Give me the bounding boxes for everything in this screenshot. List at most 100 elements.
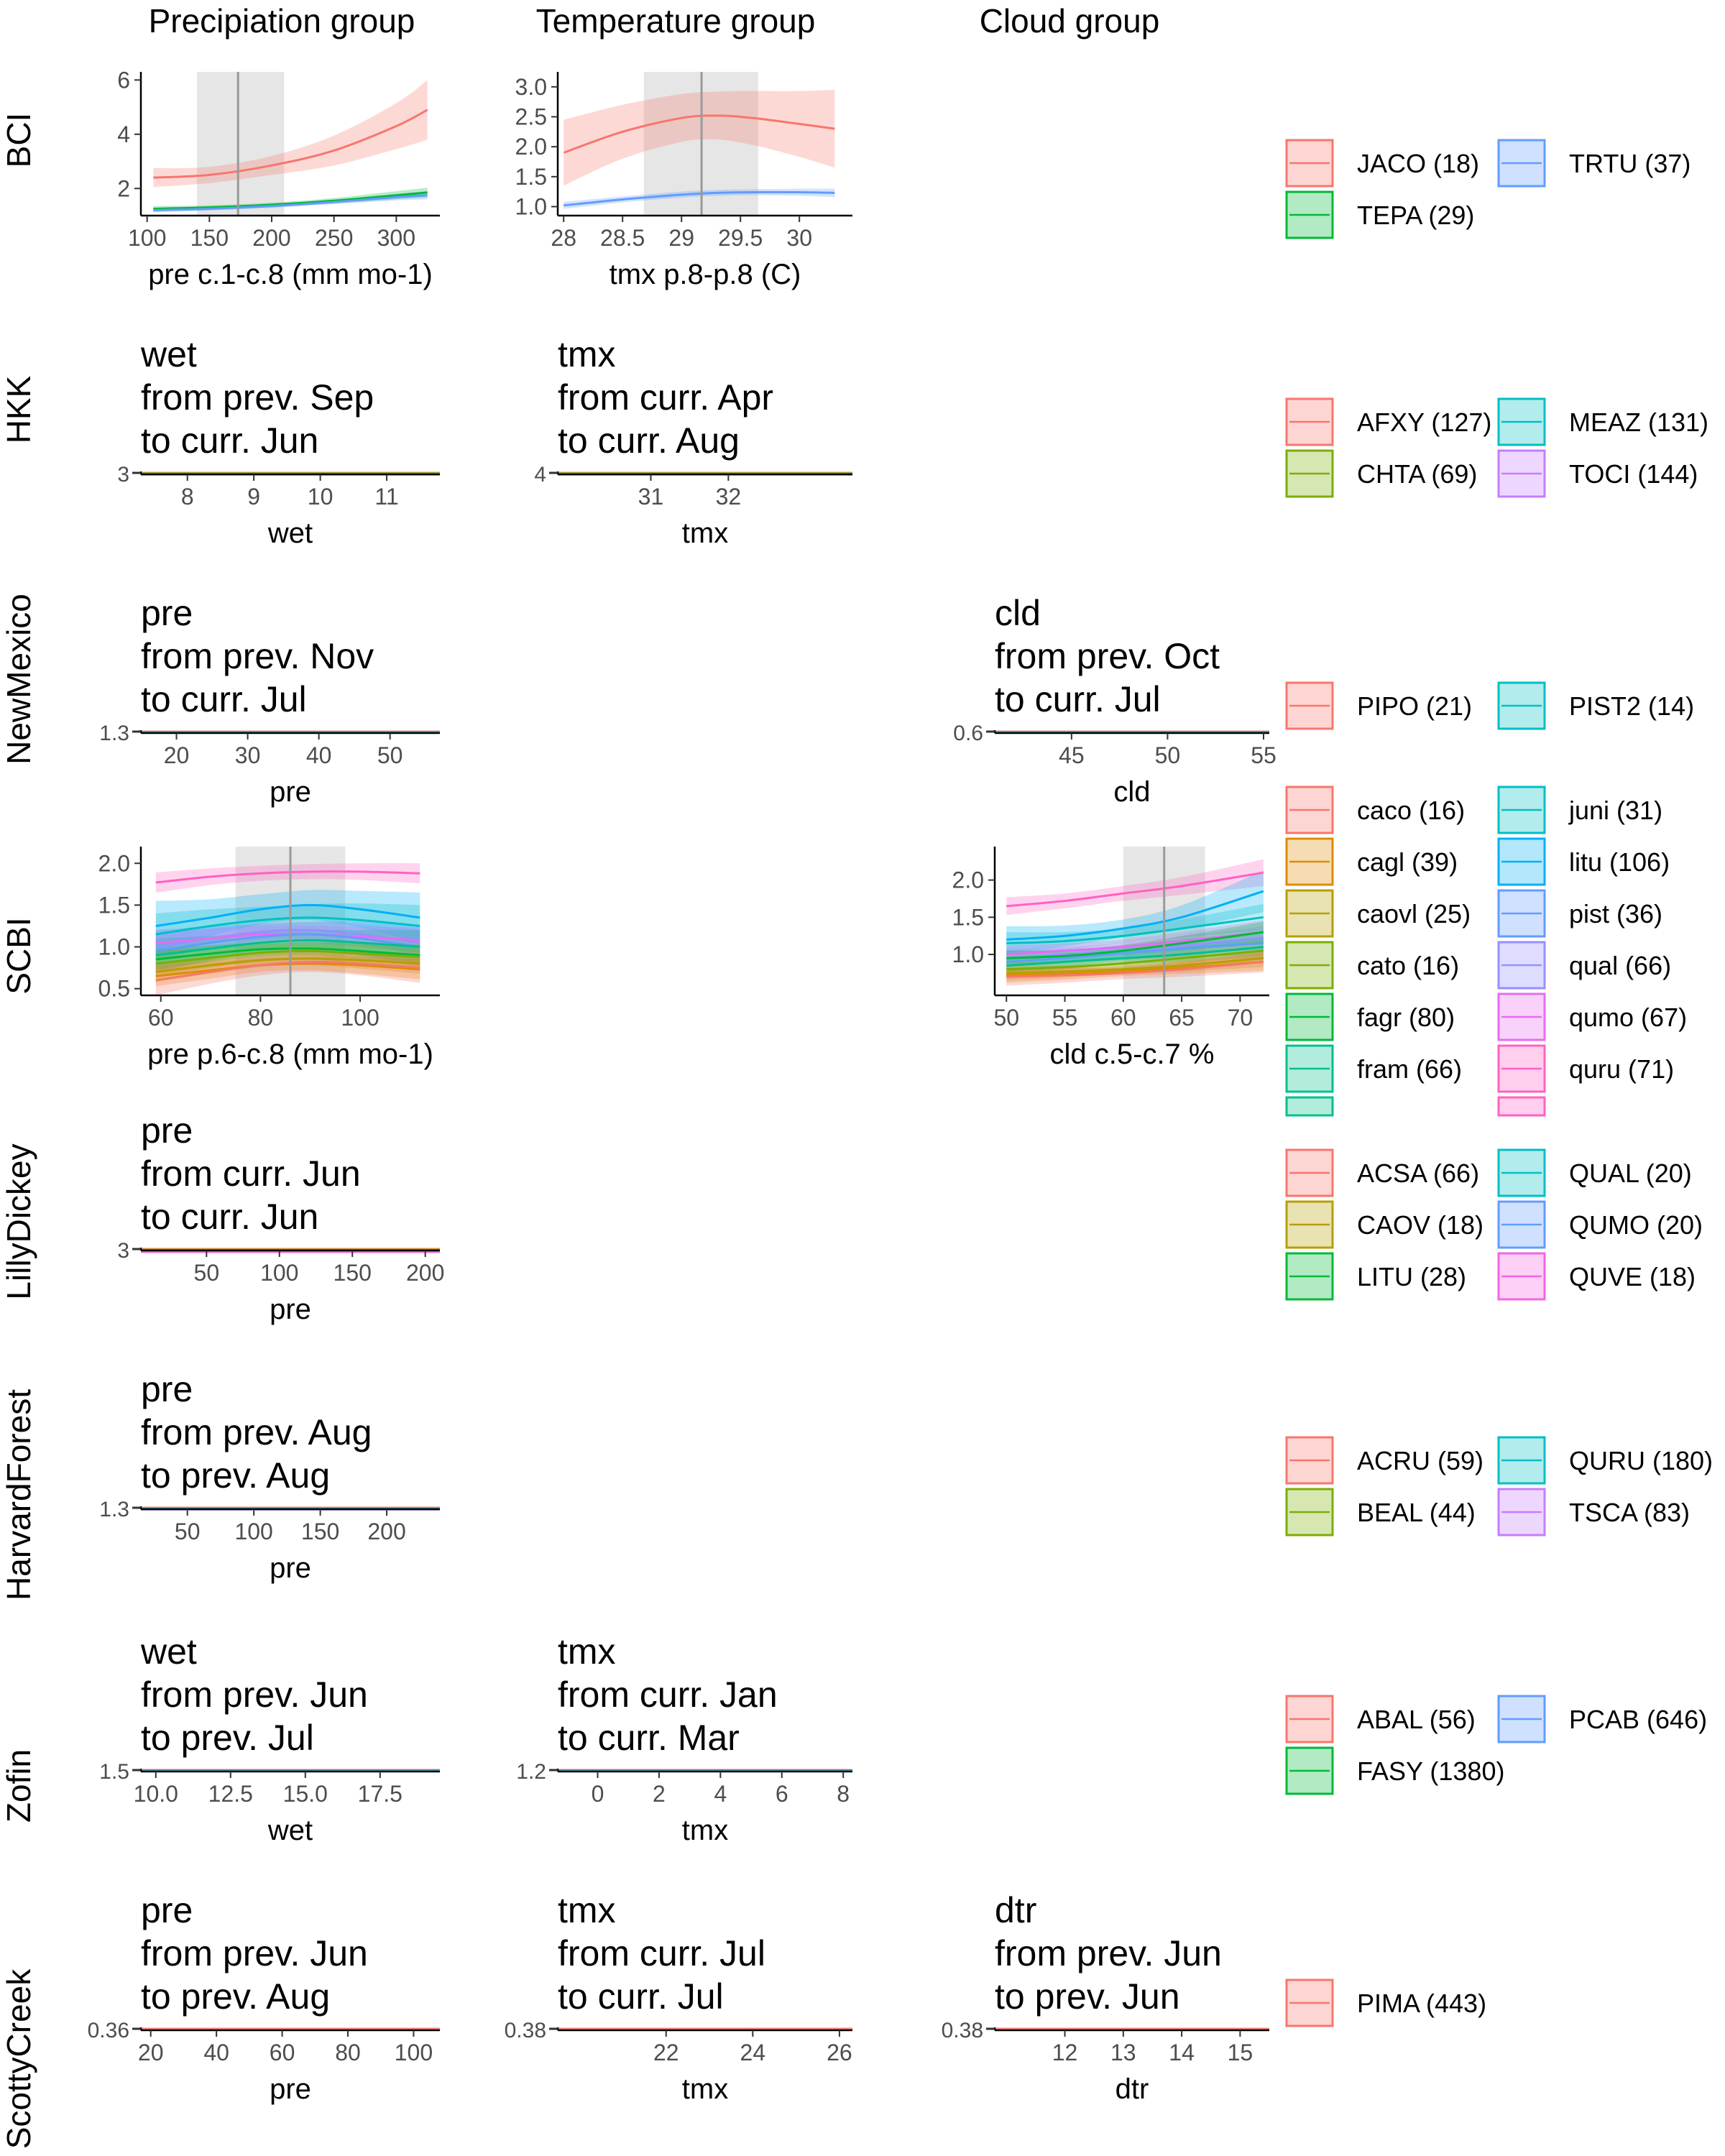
x-axis-title: tmx [682, 1815, 728, 1846]
panel-annotation-line: to curr. Jun [141, 1197, 318, 1237]
panel-annotation-line: pre [141, 1890, 193, 1930]
legend-key-juni: juni (31) [1497, 786, 1662, 834]
legend-key-acsa: ACSA (66) [1285, 1148, 1479, 1197]
site-label: Zofin [0, 1749, 37, 1823]
legend-label: qumo (67) [1569, 1003, 1687, 1032]
legend-key-quve: QUVE (18) [1497, 1252, 1696, 1301]
line-litu [155, 903, 420, 927]
x-tick-label: 150 [190, 225, 229, 251]
x-tick-label: 100 [260, 1260, 298, 1286]
x-tick-label: 40 [203, 2040, 229, 2065]
legend-label: ABAL (56) [1357, 1705, 1476, 1734]
y-tick-label: 2 [117, 175, 130, 201]
panel-annotation-line: tmx [558, 1890, 616, 1930]
x-tick-label: 50 [1155, 742, 1181, 768]
legend-newmexico: PIPO (21) PIST2 (14) [1285, 681, 1694, 730]
x-tick-label: 28.5 [600, 225, 645, 251]
ribbon-qual [155, 921, 420, 959]
y-tick-label: 1.5 [99, 1760, 129, 1784]
x-tick-label: 17.5 [358, 1781, 402, 1807]
panel-annotation-line: from prev. Jun [141, 1933, 368, 1973]
x-axis-title: pre [270, 776, 311, 808]
x-tick-label: 50 [194, 1260, 220, 1286]
legend-bci: JACO (18) TRTU (37) TEPA (29) [1285, 139, 1690, 239]
panel-annotation-line: from curr. Apr [558, 377, 773, 418]
x-tick-label: 150 [301, 1519, 339, 1544]
line-juni [1006, 916, 1264, 945]
line-caco [155, 960, 420, 982]
y-tick-label: 0.5 [98, 976, 130, 1002]
panel-annotation-line: from prev. Nov [141, 636, 374, 676]
legend-key-tepa: TEPA (29) [1285, 190, 1474, 239]
x-tick-label: 250 [315, 225, 353, 251]
x-axis-title: tmx [682, 517, 728, 549]
y-tick-label: 1.5 [515, 164, 547, 190]
y-tick-label: 1.2 [516, 1760, 546, 1784]
legend-key-meaz: MEAZ (131) [1497, 397, 1708, 446]
panel-scbi-cloud-group: 50 55 60 65 70 1.0 1.5 2.0 cld c.5-c.7 % [952, 847, 1269, 1070]
legend-harvardforest: ACRU (59) QURU (180) BEAL (44) TSCA (83) [1285, 1436, 1713, 1537]
x-tick-label: 13 [1110, 2040, 1136, 2065]
panel-annotation-line: pre [141, 1110, 193, 1151]
legend-label: QUAL (20) [1569, 1158, 1692, 1188]
site-label: LillyDickey [0, 1143, 37, 1299]
legend-label: AFXY (127) [1357, 407, 1491, 437]
x-tick-label: 65 [1169, 1005, 1195, 1031]
x-axis-title: pre [270, 1552, 311, 1584]
panel-annotation-line: to prev. Jun [995, 1976, 1180, 2017]
y-tick-label: 1.0 [952, 941, 984, 967]
x-tick-label: 20 [138, 2040, 164, 2065]
legend-key-jaco: JACO (18) [1285, 139, 1479, 188]
legend-key-afxy: AFXY (127) [1285, 397, 1491, 446]
x-tick-label: 22 [653, 2040, 679, 2065]
panel-bci-precipiation-group: 100 150 200 250 300 2 4 6 pre c.1-c.8 (mm mo-1) [117, 67, 440, 290]
x-tick-label: 50 [377, 742, 403, 768]
x-tick-label: 0 [592, 1781, 604, 1807]
panel-annotation-line: to curr. Aug [558, 420, 740, 461]
x-axis-title: cld c.5-c.7 % [1050, 1038, 1215, 1070]
y-tick-label: 2.0 [515, 134, 547, 160]
x-tick-label: 80 [248, 1005, 274, 1031]
panel-annotation-line: to prev. Jul [141, 1718, 314, 1758]
x-axis-title: tmx [682, 2073, 728, 2105]
site-label: HarvardForest [0, 1389, 37, 1600]
y-tick-label: 2.0 [98, 850, 130, 876]
x-axis-title: pre p.6-c.8 (mm mo-1) [147, 1038, 433, 1070]
panel-annotation-line: to curr. Jul [141, 679, 307, 719]
line-fram [1006, 946, 1264, 967]
x-tick-label: 100 [395, 2040, 433, 2065]
ribbon-juni [1006, 903, 1264, 955]
x-tick-label: 20 [164, 742, 190, 768]
panel-annotation-line: to curr. Jun [141, 420, 318, 461]
legend-label: fram (66) [1357, 1054, 1462, 1084]
x-tick-label: 100 [341, 1005, 379, 1031]
legend-swatch-cut [1285, 1096, 1334, 1117]
legend-label: QUVE (18) [1569, 1262, 1696, 1291]
x-tick-label: 200 [406, 1260, 444, 1286]
x-tick-label: 50 [175, 1519, 201, 1544]
panel-annotation-line: from prev. Oct [995, 636, 1220, 676]
y-tick-label: 4 [534, 463, 546, 487]
legend-key-cagl: cagl (39) [1285, 837, 1458, 886]
x-tick-label: 60 [1110, 1005, 1136, 1031]
legend-key-pcab: PCAB (646) [1497, 1695, 1707, 1743]
legend-label: quru (71) [1569, 1054, 1674, 1084]
line-cato [1006, 949, 1264, 971]
x-tick-label: 200 [252, 225, 290, 251]
legend-lillydickey: ACSA (66) QUAL (20) CAOV (18) QUMO (20) LITU… [1285, 1148, 1703, 1301]
legend-label: caco (16) [1357, 796, 1465, 825]
x-axis-title: wet [267, 517, 313, 549]
x-tick-label: 8 [837, 1781, 850, 1807]
x-tick-label: 12 [1052, 2040, 1078, 2065]
ribbon-jaco [564, 90, 835, 186]
x-tick-label: 9 [247, 484, 260, 510]
legend-label: fagr (80) [1357, 1003, 1455, 1032]
panel-annotation-line: from curr. Jun [141, 1153, 361, 1194]
column-title-precipiation-group: Precipiation group [149, 2, 415, 40]
panel-annotation-line: pre [141, 1369, 193, 1409]
